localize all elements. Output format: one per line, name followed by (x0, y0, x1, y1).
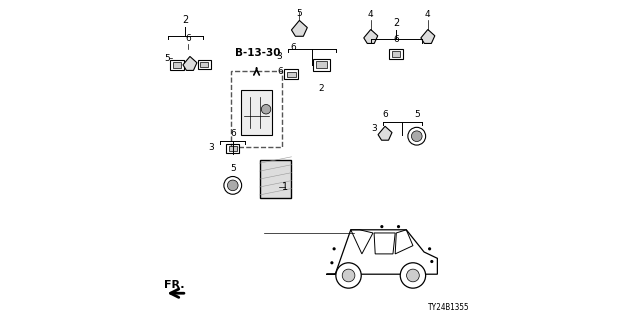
Circle shape (261, 105, 271, 114)
Polygon shape (364, 29, 378, 44)
Bar (227, 144, 239, 153)
Bar (229, 146, 237, 151)
Text: 6: 6 (278, 67, 284, 76)
Polygon shape (378, 126, 392, 140)
Text: 6: 6 (230, 129, 236, 138)
Circle shape (428, 247, 431, 251)
Circle shape (333, 247, 336, 251)
Text: B-13-30: B-13-30 (236, 49, 281, 59)
Text: 2: 2 (319, 84, 324, 93)
Bar (260, 160, 291, 198)
Text: TY24B1355: TY24B1355 (428, 303, 469, 312)
Bar (173, 62, 181, 68)
Text: 5: 5 (230, 164, 236, 173)
Text: 3: 3 (276, 52, 282, 61)
Polygon shape (421, 29, 435, 44)
Circle shape (227, 180, 238, 191)
Bar (170, 60, 184, 70)
Text: 2: 2 (393, 18, 399, 28)
Bar (316, 61, 327, 68)
Polygon shape (183, 56, 197, 70)
Circle shape (342, 269, 355, 282)
Circle shape (400, 263, 426, 288)
Bar (287, 72, 296, 77)
Circle shape (336, 263, 361, 288)
Circle shape (406, 269, 419, 282)
Circle shape (430, 260, 433, 263)
Text: 4: 4 (425, 10, 431, 19)
Bar (241, 90, 273, 135)
Bar (200, 62, 208, 68)
Text: 2: 2 (182, 15, 188, 25)
Polygon shape (291, 20, 307, 36)
Text: 6: 6 (382, 110, 388, 119)
Bar (284, 69, 298, 79)
Text: 4: 4 (368, 10, 374, 19)
Text: 5: 5 (296, 9, 302, 18)
Circle shape (412, 131, 422, 141)
Circle shape (397, 225, 400, 228)
Text: 5: 5 (414, 110, 420, 119)
Text: 3: 3 (371, 124, 377, 133)
Text: 3: 3 (208, 143, 214, 152)
Text: 5: 5 (164, 54, 170, 63)
Bar (392, 51, 401, 57)
Circle shape (330, 261, 333, 264)
Text: 6: 6 (290, 43, 296, 52)
Bar (198, 60, 211, 69)
Text: FR.: FR. (164, 280, 184, 290)
Bar (389, 49, 403, 59)
Circle shape (380, 225, 383, 228)
Text: 6: 6 (186, 34, 191, 43)
Bar (313, 59, 330, 71)
Text: 6: 6 (393, 35, 399, 44)
Text: 1: 1 (282, 182, 288, 192)
